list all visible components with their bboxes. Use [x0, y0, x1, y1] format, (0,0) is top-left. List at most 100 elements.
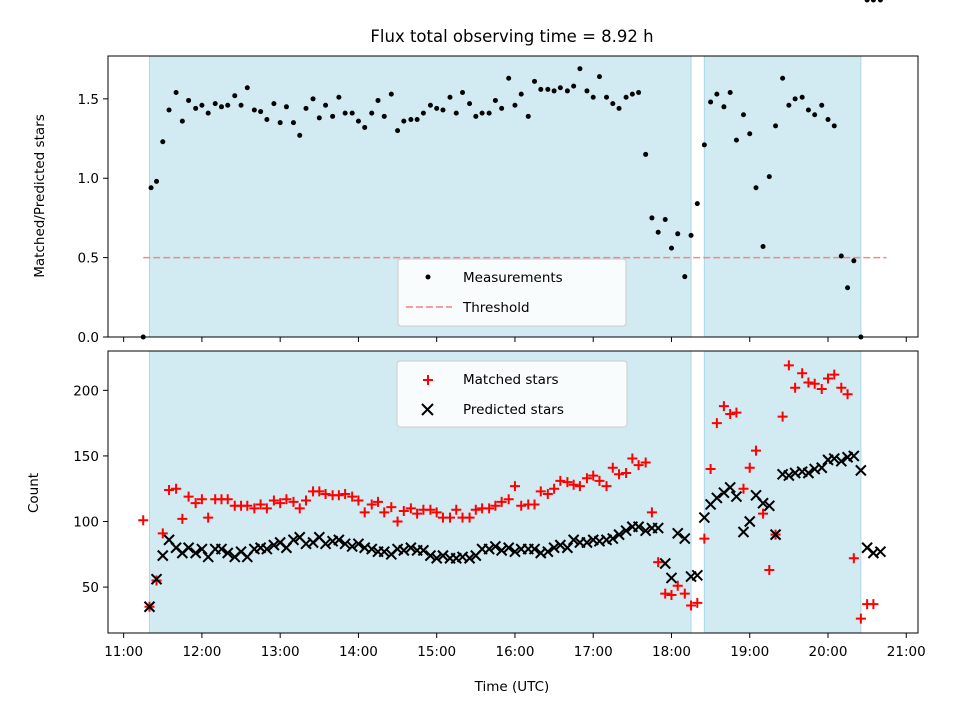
measurement-point — [388, 91, 394, 97]
measurement-point — [277, 120, 283, 126]
measurement-point — [714, 91, 720, 97]
y-tick-label: 200 — [73, 383, 99, 399]
predicted-point — [366, 543, 378, 555]
matched-point — [666, 589, 677, 600]
matched-point — [653, 557, 664, 568]
matched-point — [751, 445, 761, 456]
measurement-point — [596, 74, 602, 80]
x-tick-label: 13:00 — [261, 644, 300, 660]
predicted-point — [737, 526, 750, 538]
measurement-point — [447, 94, 453, 100]
x-tick-label: 14:00 — [339, 644, 378, 660]
y-tick-label: 1.0 — [78, 171, 99, 187]
measurement-point — [668, 245, 674, 251]
matched-point — [509, 481, 520, 492]
bottom-legend: Matched stars Predicted stars — [396, 360, 628, 428]
matched-point — [607, 462, 618, 473]
predicted-point — [855, 464, 867, 477]
measurement-point — [401, 118, 407, 124]
measurement-point — [766, 174, 772, 180]
matched-point — [848, 553, 859, 564]
matched-point — [340, 488, 351, 499]
measurement-point — [440, 107, 446, 113]
matched-point — [744, 462, 755, 473]
measurement-point — [283, 104, 289, 110]
measurement-point — [616, 105, 622, 111]
matched-point — [829, 369, 840, 380]
predicted-point — [672, 527, 684, 540]
measurement-point — [799, 94, 805, 100]
measurement-point — [740, 112, 746, 118]
legend-measurements-marker — [425, 274, 431, 280]
matched-point — [725, 408, 736, 419]
measurement-point — [506, 75, 512, 81]
matched-point — [464, 512, 475, 523]
measurement-point — [708, 99, 714, 105]
predicted-point — [268, 539, 280, 551]
predicted-point — [581, 536, 593, 549]
predicted-point — [802, 467, 815, 479]
measurement-point — [362, 124, 368, 130]
matched-point — [301, 495, 311, 506]
predicted-point — [196, 543, 208, 555]
predicted-point — [287, 534, 300, 546]
matched-point — [294, 503, 305, 514]
matched-point — [255, 499, 266, 510]
measurement-point — [232, 93, 238, 99]
matched-point — [353, 495, 364, 506]
measurement-point — [643, 151, 649, 157]
matched-point — [601, 481, 612, 492]
predicted-point — [333, 534, 345, 546]
top-y-axis: 0.0 0.5 1.0 1.5 — [78, 92, 108, 346]
measurement-point — [225, 102, 231, 108]
predicted-point — [724, 481, 736, 494]
measurement-point — [557, 85, 563, 91]
measurement-point — [342, 110, 348, 116]
matched-point — [660, 588, 671, 599]
matched-point — [268, 495, 279, 506]
matched-point — [549, 483, 560, 494]
matched-point — [164, 485, 175, 496]
matched-point — [470, 504, 481, 515]
matched-point — [275, 498, 286, 509]
matched-point — [868, 599, 879, 610]
measurement-point — [460, 90, 466, 96]
x-axis-label: Time (UTC) — [474, 679, 550, 695]
measurement-point — [316, 115, 322, 121]
measurement-point — [355, 118, 361, 124]
matched-point — [203, 512, 214, 523]
matched-point — [705, 464, 716, 475]
predicted-point — [528, 543, 541, 555]
measurement-point — [864, 0, 870, 3]
measurement-point — [525, 113, 531, 119]
legend-threshold-label: Threshold — [462, 300, 530, 316]
matched-point — [484, 503, 495, 514]
measurement-point — [193, 105, 199, 111]
measurement-point — [271, 101, 277, 107]
predicted-point — [215, 543, 228, 555]
matched-point — [614, 469, 625, 480]
measurement-point — [453, 110, 459, 116]
measurement-point — [420, 110, 426, 116]
measurement-point — [238, 102, 244, 108]
measurement-point — [244, 85, 250, 91]
measurement-point — [760, 244, 766, 250]
predicted-point — [346, 540, 358, 553]
predicted-point — [554, 539, 567, 551]
matched-point — [242, 500, 253, 511]
measurement-point — [434, 105, 440, 111]
measurement-point — [721, 104, 727, 110]
measurement-point — [610, 101, 616, 107]
y-tick-label: 0.0 — [78, 330, 99, 346]
measurement-point — [330, 113, 336, 119]
measurement-point — [166, 107, 172, 113]
predicted-point — [542, 545, 554, 558]
bottom-panel: 50 100 150 200 11:00 12:00 13:00 14:00 15:00 16:… — [26, 351, 926, 695]
matched-point — [679, 588, 690, 599]
predicted-point — [378, 545, 390, 558]
predicted-point — [620, 524, 632, 537]
predicted-point — [816, 462, 828, 474]
predicted-point — [691, 569, 704, 581]
y-tick-label: 1.5 — [78, 92, 99, 108]
